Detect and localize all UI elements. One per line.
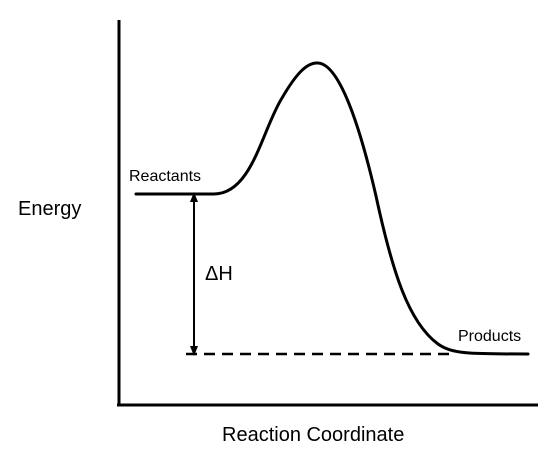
x-axis-label: Reaction Coordinate [222, 424, 405, 446]
reactants-label: Reactants [129, 168, 202, 185]
enthalpy-label: ΔH [205, 263, 233, 285]
y-axis-label: Energy [18, 198, 82, 220]
energy-curve [134, 61, 530, 356]
products-label: Products [458, 328, 522, 345]
